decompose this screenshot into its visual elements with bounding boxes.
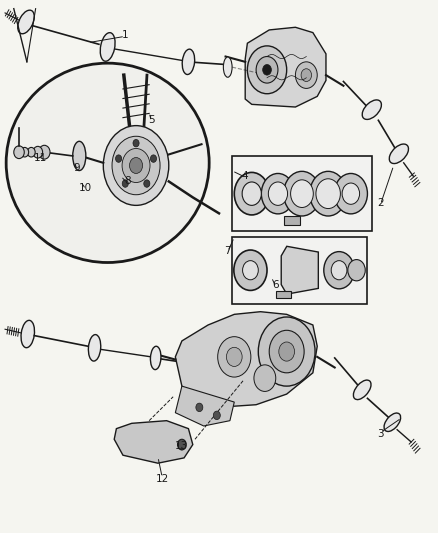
Circle shape [234,250,267,290]
Ellipse shape [18,10,34,34]
Text: 9: 9 [74,163,81,173]
Circle shape [301,69,311,82]
Circle shape [263,64,272,75]
Circle shape [133,140,139,147]
Circle shape [213,411,220,419]
Circle shape [324,252,354,289]
Text: 3: 3 [377,429,384,439]
Circle shape [242,182,261,205]
Circle shape [256,56,278,83]
Circle shape [284,171,320,216]
Ellipse shape [21,320,35,348]
Bar [232,237,367,304]
Ellipse shape [223,57,232,77]
Bar [232,157,372,231]
Text: 10: 10 [79,183,92,193]
Circle shape [348,260,365,281]
Text: 1: 1 [122,30,128,41]
Text: 5: 5 [148,115,155,125]
Circle shape [279,342,294,361]
Polygon shape [245,27,326,107]
Circle shape [316,179,340,208]
Circle shape [122,180,128,187]
Circle shape [112,136,160,195]
Text: 13: 13 [175,441,188,451]
Circle shape [21,148,28,157]
Ellipse shape [6,63,209,263]
Circle shape [226,348,242,367]
Polygon shape [175,312,317,407]
Circle shape [290,180,313,207]
Circle shape [116,155,122,163]
Ellipse shape [150,346,161,369]
Circle shape [122,149,150,182]
Ellipse shape [88,335,101,361]
Circle shape [103,126,169,205]
Polygon shape [114,421,193,463]
Circle shape [254,365,276,391]
Circle shape [39,146,50,159]
Circle shape [269,330,304,373]
Ellipse shape [182,49,194,75]
Circle shape [130,158,143,173]
Circle shape [295,62,317,88]
Circle shape [331,261,347,280]
Text: 8: 8 [124,176,131,187]
Text: 4: 4 [242,171,248,181]
Circle shape [177,439,186,450]
Circle shape [258,317,315,386]
Circle shape [334,173,367,214]
Text: 12: 12 [155,474,169,484]
Circle shape [218,337,251,377]
Text: 11: 11 [33,152,46,163]
Ellipse shape [389,144,409,164]
Circle shape [342,183,360,204]
Circle shape [243,261,258,280]
Circle shape [234,172,269,215]
Text: 7: 7 [224,246,231,255]
Circle shape [33,147,42,158]
Ellipse shape [73,141,86,171]
Bar [276,291,291,298]
Circle shape [247,46,287,94]
Ellipse shape [100,33,115,61]
Circle shape [261,173,294,214]
Ellipse shape [362,100,381,119]
Polygon shape [175,386,234,426]
Bar [284,216,300,224]
Circle shape [27,148,35,157]
Ellipse shape [384,413,401,432]
Text: 6: 6 [272,280,279,290]
Circle shape [14,146,24,159]
Circle shape [144,180,150,187]
Circle shape [310,171,346,216]
Circle shape [268,182,288,205]
Polygon shape [281,246,318,294]
Text: 2: 2 [377,198,384,208]
Circle shape [150,155,156,163]
Ellipse shape [353,380,371,400]
Circle shape [196,403,203,411]
